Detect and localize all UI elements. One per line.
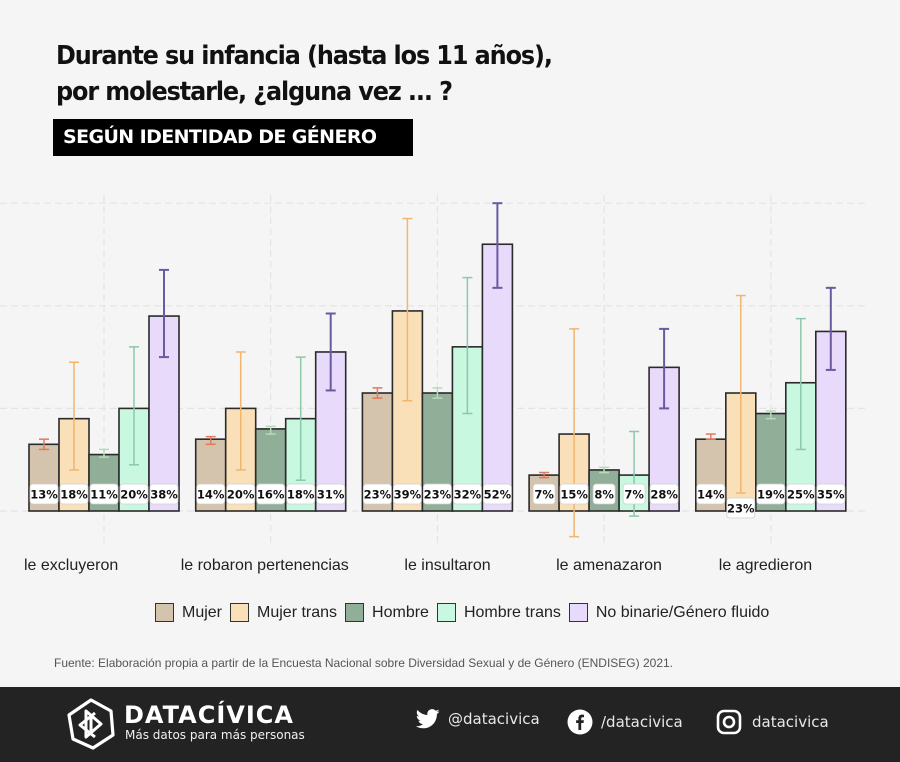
value-label-box [786,483,816,505]
legend-item-no-binarie[interactable]: No binarie/Género fluido [568,603,770,622]
value-label: 7% [534,488,554,502]
chart-title: Durante su infancia (hasta los 11 años),… [56,38,553,110]
value-label-box [756,483,786,505]
legend-label: Mujer trans [257,603,338,621]
legend-label: No binarie/Género fluido [595,603,770,621]
social-facebook[interactable]: /datacivica [567,709,683,735]
value-label-box [592,483,616,505]
legend-item-hombre[interactable]: Hombre [345,603,429,622]
legend-label: Hombre [372,603,429,621]
facebook-handle: /datacivica [601,713,683,731]
value-label-box [696,483,726,505]
value-label-box [649,483,679,505]
value-label: 8% [594,488,614,502]
legend-swatch [568,603,588,622]
legend-swatch [155,603,174,622]
value-label: 23% [364,488,392,502]
value-label-box [392,483,422,505]
value-label: 23% [727,502,755,516]
legend-item-hombre-trans[interactable]: Hombre trans [436,603,561,622]
value-label: 14% [197,488,225,502]
value-label-box [196,483,226,505]
value-label: 39% [394,488,422,502]
value-label: 28% [650,488,678,502]
legend-swatch [436,603,456,622]
value-label-box [286,483,316,505]
value-label-box [422,483,452,505]
value-label-box [726,497,756,519]
value-label: 35% [817,488,845,502]
value-label: 23% [424,488,452,502]
value-label-box [482,483,512,505]
category-label: le agredieron [719,557,812,574]
value-label: 16% [257,488,285,502]
footer: DATACÍVICA Más datos para más personas @… [0,687,900,762]
value-label-box [226,483,256,505]
legend-item-mujer-trans[interactable]: Mujer trans [230,603,337,622]
category-label: le insultaron [404,557,490,574]
legend-label: Mujer [182,603,223,621]
instagram-icon [716,709,742,735]
value-label-box [622,483,646,505]
social-twitter[interactable]: @datacivica [416,709,540,729]
value-label: 20% [120,488,148,502]
brand-name: DATACÍVICA [124,701,294,729]
value-label-box [452,483,482,505]
datacivica-logo-icon[interactable] [64,697,118,751]
category-label: le excluyeron [24,557,118,574]
value-label: 19% [757,488,785,502]
value-label-box [532,483,556,505]
value-label-box [149,483,179,505]
instagram-handle: datacivica [752,713,829,731]
value-label: 38% [150,488,178,502]
bar-chart: 13% 18% 11% 20% 38% 14% 20% 16% 18% 31% 23% 39% 23% 3… [0,195,868,574]
value-label-box [559,483,589,505]
value-label-box [29,483,59,505]
legend: Mujer Mujer trans Hombre Hombre trans No… [155,603,777,622]
category-label: le robaron pertenencias [181,557,349,574]
value-label: 11% [90,488,118,502]
error-bars [39,202,836,538]
value-label: 20% [227,488,255,502]
value-label-box [59,483,89,505]
value-label-box [89,483,119,505]
value-label: 15% [560,488,588,502]
value-label: 18% [60,488,88,502]
value-label: 7% [624,488,644,502]
value-label-box [256,483,286,505]
value-label: 32% [454,488,482,502]
legend-label: Hombre trans [463,603,561,621]
value-label: 14% [697,488,725,502]
chart-subtitle: SEGÚN IDENTIDAD DE GÉNERO [53,119,413,156]
title-line-2: por molestarle, ¿alguna vez ... ? [56,77,453,107]
value-label: 31% [317,488,345,502]
value-label-box [119,483,149,505]
legend-swatch [230,603,250,622]
value-label: 13% [30,488,58,502]
facebook-icon [567,709,593,735]
legend-item-mujer[interactable]: Mujer [155,603,222,622]
value-label: 18% [287,488,315,502]
value-label: 52% [484,488,512,502]
social-instagram[interactable]: datacivica [716,709,829,735]
source-note: Fuente: Elaboración propia a partir de l… [54,656,674,670]
twitter-handle: @datacivica [448,710,540,728]
category-label: le amenazaron [556,557,662,574]
brand-tagline: Más datos para más personas [125,728,305,742]
legend-swatch [345,603,365,622]
value-labels: 13% 18% 11% 20% 38% 14% 20% 16% 18% 31% 23% 39% 23% 3… [29,483,846,519]
title-line-1: Durante su infancia (hasta los 11 años), [56,41,553,71]
category-labels: le excluyeron le robaron pertenencias le i… [24,557,812,574]
value-label-box [362,483,392,505]
value-label-box [316,483,346,505]
twitter-icon [416,709,440,729]
value-label-box [816,483,846,505]
value-label: 25% [787,488,815,502]
